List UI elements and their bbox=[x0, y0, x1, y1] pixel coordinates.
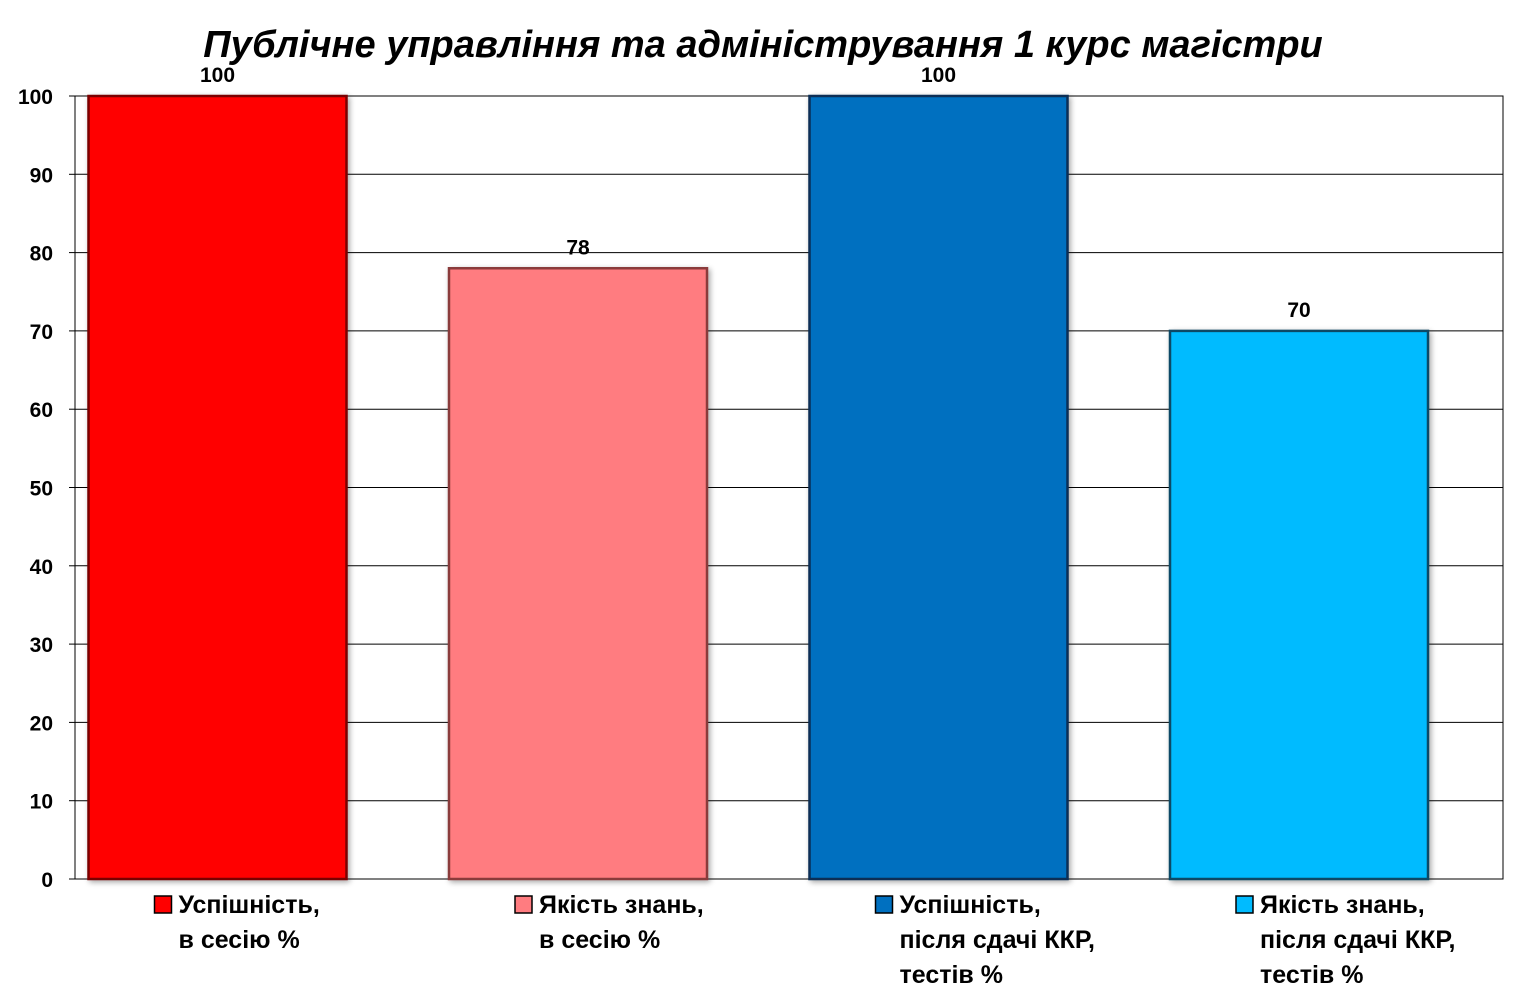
y-tick-label: 10 bbox=[30, 791, 53, 814]
legend: Успішність, в сесію % Якість знань, в сесію… bbox=[153, 891, 1456, 989]
legend-label-3-line-1: Успішність, bbox=[900, 891, 1041, 919]
y-tick-label: 70 bbox=[30, 321, 53, 344]
legend-entry-2: Якість знань, в сесію % bbox=[514, 891, 704, 954]
data-label-4: 70 bbox=[1287, 299, 1310, 322]
y-tick-label: 0 bbox=[41, 869, 53, 892]
legend-swatch-2 bbox=[514, 895, 533, 914]
bar-4 bbox=[1168, 329, 1430, 881]
bar-2 bbox=[447, 267, 709, 881]
legend-label-3-line-2: після сдачі ККР, bbox=[900, 926, 1096, 954]
legend-entry-3: Успішність, після сдачі ККР, тестів % bbox=[874, 891, 1096, 989]
y-tick-label: 40 bbox=[30, 556, 53, 579]
legend-label-4-line-3: тестів % bbox=[1260, 961, 1363, 989]
data-label-3: 100 bbox=[921, 64, 956, 87]
legend-entry-1: Успішність, в сесію % bbox=[153, 891, 320, 954]
legend-label-2-line-2: в сесію % bbox=[539, 926, 660, 954]
chart-title: Публічне управління та адміністрування 1… bbox=[203, 24, 1323, 66]
y-tick-label: 50 bbox=[30, 478, 53, 501]
y-tick-label: 80 bbox=[30, 243, 53, 266]
legend-swatch-4 bbox=[1235, 895, 1254, 914]
legend-label-3-line-3: тестів % bbox=[900, 961, 1003, 989]
y-tick-label: 60 bbox=[30, 399, 53, 422]
legend-label-4-line-1: Якість знань, bbox=[1260, 891, 1425, 919]
data-label-1: 100 bbox=[200, 64, 235, 87]
bar-1 bbox=[87, 94, 348, 881]
legend-label-2-line-1: Якість знань, bbox=[539, 891, 704, 919]
legend-entry-4: Якість знань, після сдачі ККР, тестів % bbox=[1235, 891, 1456, 989]
data-label-2: 78 bbox=[566, 236, 590, 259]
legend-label-4-line-2: після сдачі ККР, bbox=[1260, 926, 1456, 954]
y-tick-label: 90 bbox=[30, 164, 53, 187]
y-tick-label: 100 bbox=[18, 86, 53, 109]
bar-3 bbox=[808, 94, 1069, 881]
legend-swatch-3 bbox=[874, 895, 894, 914]
y-tick-label: 30 bbox=[30, 634, 53, 657]
legend-label-1-line-1: Успішність, bbox=[179, 891, 320, 919]
plot-area: 0 10 20 30 40 50 60 70 80 90 100 100 78 100 70 bbox=[18, 64, 1504, 892]
y-tick-label: 20 bbox=[30, 712, 53, 735]
legend-swatch-1 bbox=[153, 895, 173, 914]
legend-label-1-line-2: в сесію % bbox=[179, 926, 300, 954]
